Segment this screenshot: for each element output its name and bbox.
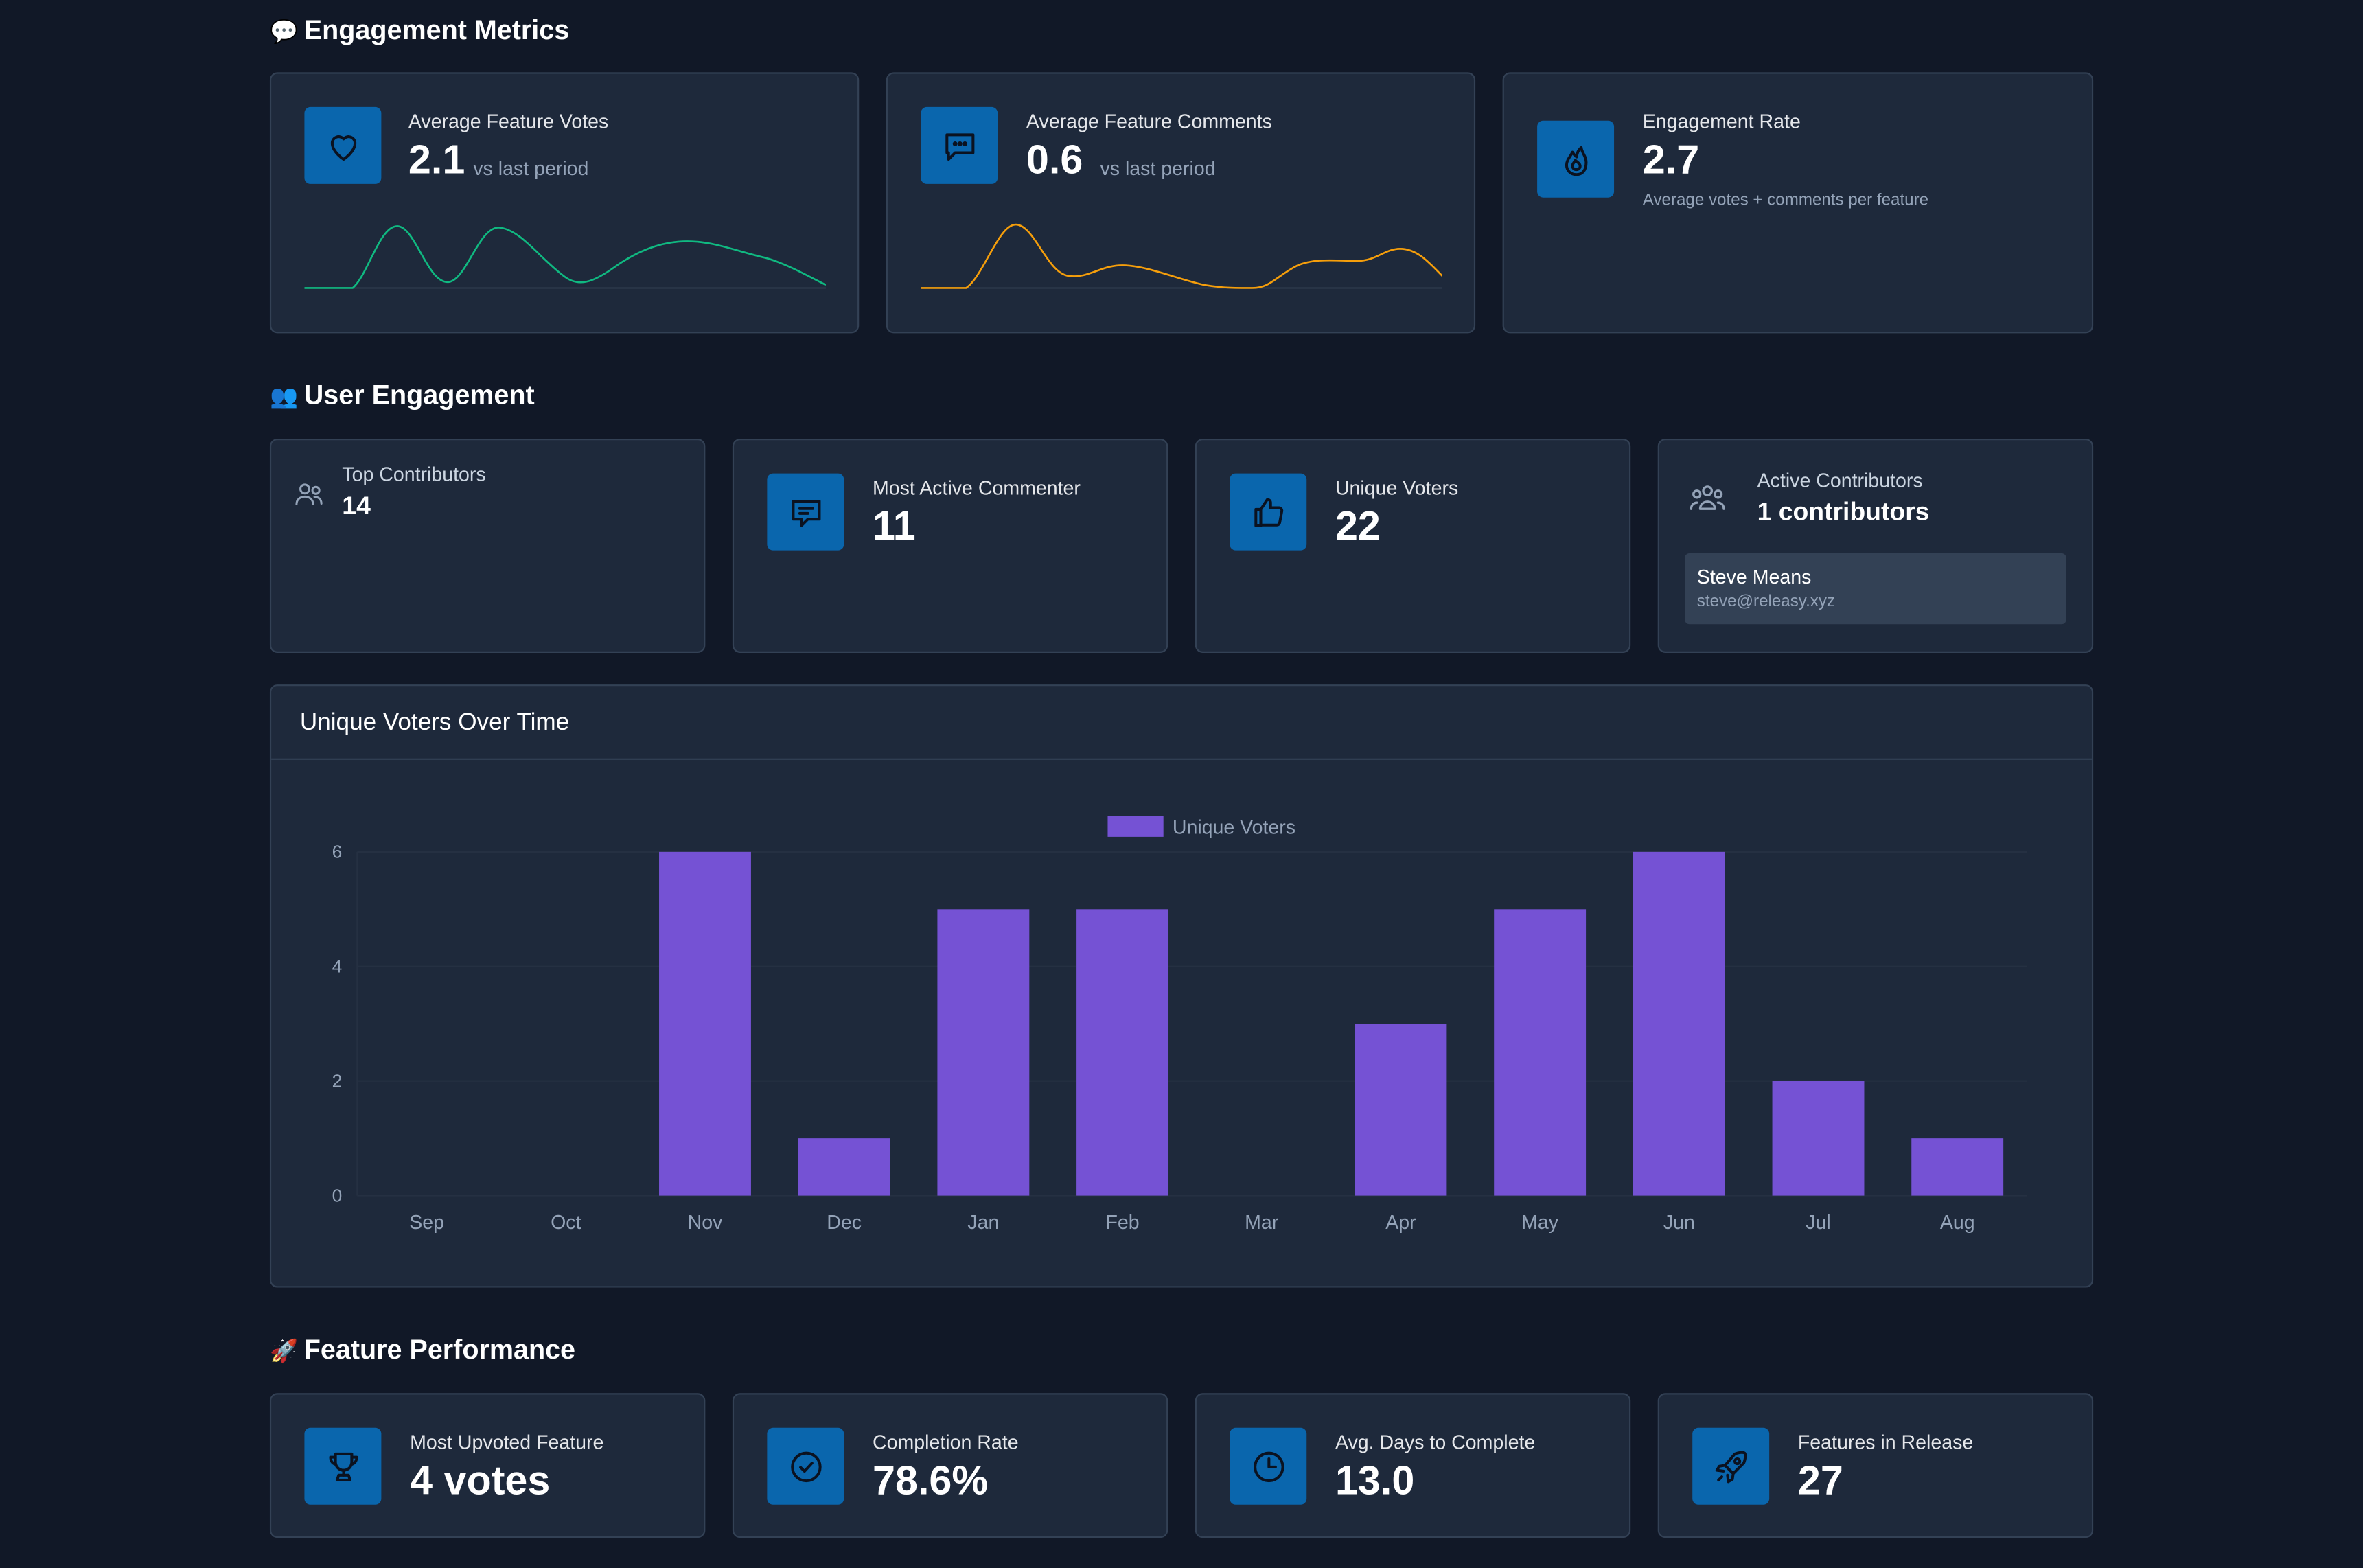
- x-tick-label: Jun: [1663, 1212, 1695, 1234]
- y-tick-label: 2: [332, 1070, 343, 1091]
- x-tick-label: Feb: [1105, 1212, 1139, 1234]
- metric-value: 0.6: [1026, 137, 1083, 183]
- section-title-text: Engagement Metrics: [303, 14, 570, 45]
- legend-swatch: [1107, 816, 1164, 837]
- metric-label: Most Active Commenter: [873, 476, 1081, 499]
- metric-note: Average votes + comments per feature: [1642, 191, 1929, 210]
- metric-value: 4 votes: [410, 1457, 551, 1503]
- message-icon: [767, 473, 844, 551]
- trophy-icon: [304, 1427, 382, 1505]
- section-title-engagement-metrics: 💬 Engagement Metrics: [270, 15, 569, 47]
- heart-icon: [304, 106, 382, 184]
- x-tick-label: Jan: [967, 1212, 999, 1234]
- metric-label: Active Contributors: [1757, 469, 1923, 492]
- metric-value: 1 contributors: [1757, 497, 1930, 527]
- rocket-icon: [1692, 1427, 1770, 1505]
- metric-label: Engagement Rate: [1642, 110, 1801, 133]
- bar-apr: [1355, 1024, 1447, 1196]
- contributor-email: steve@releasy.xyz: [1696, 592, 1836, 611]
- card-top-contributors: Top Contributors 14: [269, 439, 706, 653]
- metric-value: 11: [873, 503, 916, 549]
- card-avg-days-to-complete: Avg. Days to Complete 13.0: [1195, 1393, 1631, 1538]
- x-tick-label: Jul: [1806, 1212, 1830, 1234]
- section-title-feature-performance: 🚀 Feature Performance: [270, 1335, 575, 1366]
- bar-nov: [659, 851, 751, 1196]
- card-average-feature-votes: Average Feature Votes 2.1 vs last period: [269, 72, 860, 334]
- section-title-user-engagement: 👥 User Engagement: [270, 380, 535, 411]
- metric-label: Most Upvoted Feature: [410, 1431, 604, 1454]
- metric-label: Unique Voters: [1335, 476, 1459, 499]
- metric-comparison: vs last period: [473, 157, 589, 180]
- metric-value: 14: [342, 491, 371, 520]
- x-tick-label: Oct: [551, 1212, 581, 1234]
- bar-jan: [937, 909, 1030, 1196]
- metric-label: Avg. Days to Complete: [1335, 1431, 1536, 1454]
- bar-may: [1494, 909, 1587, 1196]
- y-tick-label: 0: [332, 1185, 343, 1206]
- chart-panel-unique-voters: Unique Voters Over Time 0 2 4 6 Sep Oct Nov Dec…: [269, 684, 2094, 1288]
- x-tick-label: Apr: [1385, 1212, 1416, 1234]
- bar-jul: [1772, 1081, 1865, 1196]
- bar-jun: [1633, 851, 1725, 1196]
- contributor-name: Steve Means: [1696, 565, 1812, 588]
- section-title-text: User Engagement: [303, 380, 535, 411]
- section-title-text: Feature Performance: [303, 1334, 576, 1365]
- metric-value: 2.1: [408, 137, 465, 183]
- votes-sparkline: [304, 225, 826, 289]
- card-features-in-release: Features in Release 27: [1657, 1393, 2094, 1538]
- metric-comparison: vs last period: [1100, 157, 1216, 180]
- card-average-feature-comments: Average Feature Comments 0.6 vs last per…: [886, 72, 1476, 334]
- card-active-contributors: Active Contributors 1 contributors Steve…: [1657, 439, 2094, 653]
- bar-dec: [798, 1138, 890, 1196]
- x-tick-label: Sep: [409, 1212, 444, 1234]
- metric-label: Top Contributors: [342, 463, 486, 486]
- metric-label: Features in Release: [1797, 1431, 1974, 1454]
- bar-feb: [1076, 909, 1169, 1196]
- card-completion-rate: Completion Rate 78.6%: [732, 1393, 1168, 1538]
- card-most-active-commenter: Most Active Commenter 11: [732, 439, 1168, 653]
- card-engagement-rate: Engagement Rate 2.7 Average votes + comm…: [1502, 72, 2094, 334]
- metric-value: 2.7: [1642, 137, 1700, 183]
- metric-value: 78.6%: [873, 1457, 989, 1503]
- speech-bubble-emoji-icon: 💬: [269, 17, 298, 45]
- chat-bubble-icon: [921, 106, 998, 184]
- unique-voters-bar-chart: 0 2 4 6 Sep Oct Nov Dec Jan Feb Mar Apr May Jun Jul Aug…: [332, 816, 2027, 1234]
- metric-label: Average Feature Comments: [1026, 110, 1272, 133]
- metric-value: 13.0: [1335, 1457, 1415, 1503]
- x-tick-label: Aug: [1940, 1212, 1975, 1234]
- y-tick-label: 6: [332, 842, 343, 862]
- chart-divider: [271, 758, 2092, 760]
- metric-value: 27: [1797, 1457, 1843, 1503]
- users-icon: [295, 483, 323, 505]
- card-most-upvoted-feature: Most Upvoted Feature 4 votes: [269, 1393, 706, 1538]
- metric-value: 22: [1335, 503, 1381, 549]
- metric-label: Average Feature Votes: [408, 110, 609, 133]
- check-circle-icon: [767, 1427, 844, 1505]
- comments-sparkline: [921, 223, 1442, 289]
- metric-label: Completion Rate: [873, 1431, 1019, 1454]
- bar-aug: [1911, 1138, 2004, 1196]
- clock-icon: [1230, 1427, 1307, 1505]
- fire-icon: [1537, 120, 1615, 198]
- x-tick-label: Mar: [1245, 1212, 1279, 1234]
- contributor-item[interactable]: Steve Means steve@releasy.xyz: [1685, 553, 2066, 625]
- user-group-icon: [1690, 485, 1725, 510]
- x-tick-label: Dec: [827, 1212, 862, 1234]
- x-tick-label: May: [1521, 1212, 1559, 1234]
- chart-title: Unique Voters Over Time: [299, 710, 570, 736]
- card-unique-voters: Unique Voters 22: [1195, 439, 1631, 653]
- rocket-emoji-icon: 🚀: [269, 1336, 298, 1364]
- y-tick-label: 4: [332, 956, 343, 977]
- x-tick-label: Nov: [688, 1212, 723, 1234]
- thumbs-up-icon: [1230, 473, 1307, 551]
- people-emoji-icon: 👥: [269, 382, 298, 410]
- legend-label: Unique Voters: [1173, 816, 1295, 838]
